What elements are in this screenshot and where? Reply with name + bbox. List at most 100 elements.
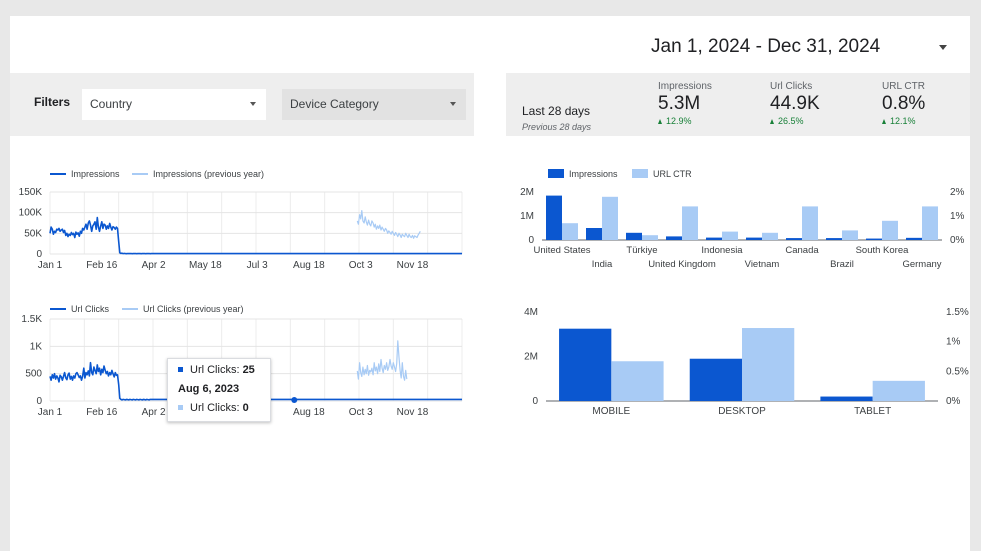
arrow-up-icon <box>882 119 886 124</box>
bar-url-ctr <box>642 235 658 240</box>
bar-impressions <box>866 238 882 240</box>
x-tick-label: Aug 18 <box>293 407 325 418</box>
y-tick-label: 1K <box>30 341 43 352</box>
metric-url-clicks[interactable]: Url Clicks 44.9K 26.5% <box>770 81 820 126</box>
x-tick-label: May 18 <box>189 260 222 271</box>
y2-tick-label: 2% <box>950 187 965 198</box>
category-label: TABLET <box>854 406 891 417</box>
y-tick-label: 100K <box>19 208 43 219</box>
category-label: India <box>592 259 613 270</box>
y-tick-label: 1M <box>520 211 534 222</box>
metric-impressions[interactable]: Impressions 5.3M 12.9% <box>658 81 712 126</box>
bar-url-ctr <box>742 328 795 401</box>
metric-url-ctr[interactable]: URL CTR 0.8% 12.1% <box>882 81 925 126</box>
metric-delta-value: 12.9% <box>666 116 692 126</box>
metric-value: 44.9K <box>770 93 820 114</box>
bar-impressions <box>906 237 922 240</box>
bar-url-ctr <box>762 232 778 240</box>
scorecard-period: Last 28 days <box>522 104 591 118</box>
x-tick-label: Apr 2 <box>142 260 166 271</box>
bar-impressions <box>689 358 742 401</box>
y-tick-label: 2M <box>524 352 538 363</box>
category-label: Germany <box>902 259 941 270</box>
y-tick-label: 2M <box>520 187 534 198</box>
y2-tick-label: 1% <box>946 337 961 348</box>
filters-label: Filters <box>34 95 71 109</box>
metric-value: 0.8% <box>882 93 926 114</box>
bar-url-ctr <box>562 223 578 240</box>
metric-delta-value: 26.5% <box>778 116 804 126</box>
metric-label: Url Clicks <box>770 81 813 92</box>
bar-impressions <box>820 396 873 401</box>
date-range-dropdown-icon[interactable] <box>939 45 947 50</box>
y2-tick-label: 1% <box>950 211 965 222</box>
category-label: Brazil <box>830 259 854 270</box>
tooltip-current-value: 25 <box>242 364 255 376</box>
device-bar-chart[interactable]: 4M 2M 0 1.5% 1% 0.5% 0% MOBILE DESKTOP TABLET <box>506 299 970 424</box>
metric-label: URL CTR <box>882 81 925 92</box>
x-tick-label: Feb 16 <box>86 260 118 271</box>
category-label: United States <box>533 245 590 256</box>
bar-url-ctr <box>611 361 664 401</box>
bar-impressions <box>626 232 642 240</box>
x-tick-label: Feb 16 <box>86 407 118 418</box>
series-line-1 <box>356 340 408 381</box>
bar-impressions <box>786 238 802 240</box>
metric-delta: 26.5% <box>770 116 820 126</box>
legend-swatch <box>548 169 564 178</box>
legend-label: Impressions (previous year) <box>153 169 264 179</box>
category-label: Vietnam <box>745 259 780 270</box>
bar-impressions <box>546 195 562 240</box>
bar-impressions <box>559 328 612 401</box>
bar-impressions <box>586 228 602 240</box>
bar-url-ctr <box>802 206 818 240</box>
hover-marker <box>291 397 298 403</box>
y-tick-label: 0 <box>36 249 42 260</box>
bar-impressions <box>746 237 762 240</box>
dashboard-page: Jan 1, 2024 - Dec 31, 2024 Filters Count… <box>10 16 970 551</box>
y-tick-label: 4M <box>524 307 538 318</box>
arrow-up-icon <box>658 119 662 124</box>
impressions-timeseries-chart[interactable]: Impressions Impressions (previous year) 15… <box>10 164 474 284</box>
legend-label: Url Clicks <box>71 304 109 314</box>
bar-url-ctr <box>722 231 738 240</box>
metric-delta: 12.1% <box>882 116 925 126</box>
scorecard-panel: Last 28 days Previous 28 days Impression… <box>506 73 970 136</box>
chart-tooltip: Url Clicks: 25 Aug 6, 2023 Url Clicks: 0 <box>167 358 271 422</box>
metric-value: 5.3M <box>658 93 701 114</box>
x-tick-label: Jan 1 <box>38 407 63 418</box>
bar-url-ctr <box>882 220 898 240</box>
scorecard-comparison: Previous 28 days <box>522 122 592 132</box>
y2-tick-label: 1.5% <box>946 307 969 318</box>
y-tick-label: 150K <box>19 187 43 198</box>
tooltip-previous-value: 0 <box>242 402 249 414</box>
category-label: Canada <box>785 245 819 256</box>
device-category-filter-value: Device Category <box>290 97 379 111</box>
bar-url-ctr <box>842 230 858 240</box>
y2-tick-label: 0% <box>950 235 965 246</box>
y-tick-label: 50K <box>24 228 42 239</box>
country-filter-value: Country <box>90 97 133 111</box>
device-category-filter-dropdown[interactable]: Device Category <box>282 89 466 120</box>
date-range-label[interactable]: Jan 1, 2024 - Dec 31, 2024 <box>651 36 881 57</box>
x-tick-label: Nov 18 <box>397 260 429 271</box>
x-tick-label: Jan 1 <box>38 260 63 271</box>
bar-impressions <box>666 236 682 240</box>
bar-impressions <box>826 238 842 240</box>
y-tick-label: 500 <box>25 369 42 380</box>
tooltip-current-label: Url Clicks: <box>190 364 240 376</box>
tooltip-current-row: Url Clicks: 25 <box>178 364 255 376</box>
y-tick-label: 0 <box>36 396 42 407</box>
x-tick-label: Nov 18 <box>397 407 429 418</box>
country-bar-chart[interactable]: 2M 1M 0 2% 1% 0% Impressions URL CTR United Stat… <box>506 164 970 284</box>
series-line-0 <box>49 216 462 255</box>
country-filter-dropdown[interactable]: Country <box>82 89 266 120</box>
x-tick-label: Apr 2 <box>142 407 166 418</box>
y2-tick-label: 0.5% <box>946 366 969 377</box>
chevron-down-icon <box>250 102 256 106</box>
series-line-0 <box>49 361 462 401</box>
chevron-down-icon <box>450 102 456 106</box>
bar-impressions <box>706 237 722 240</box>
legend-label: Impressions <box>71 169 120 179</box>
tooltip-previous-row: Url Clicks: 0 <box>178 402 249 414</box>
